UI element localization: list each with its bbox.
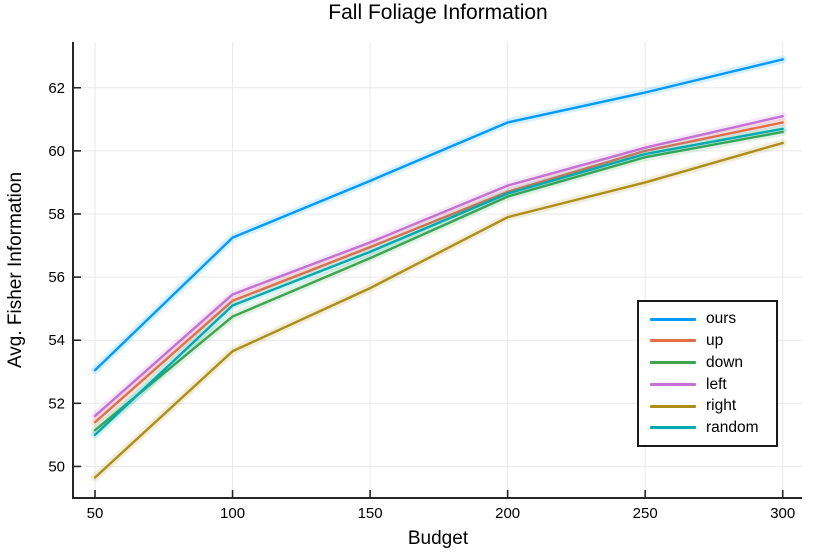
x-tick-label: 200 bbox=[495, 505, 520, 522]
legend-swatch-up bbox=[650, 339, 696, 343]
x-axis-label: Budget bbox=[407, 528, 469, 549]
legend: ours up down left right random bbox=[637, 300, 778, 447]
legend-label-down: down bbox=[706, 353, 744, 371]
legend-label-left: left bbox=[706, 375, 727, 393]
y-tick-label: 56 bbox=[48, 269, 65, 286]
series-line-down bbox=[93, 130, 784, 432]
y-tick-label: 52 bbox=[48, 395, 65, 412]
y-tick-label: 58 bbox=[48, 206, 65, 223]
x-tick-label: 100 bbox=[220, 505, 245, 522]
legend-swatch-right bbox=[650, 404, 696, 408]
legend-item-ours: ours bbox=[650, 311, 772, 327]
legend-swatch-left bbox=[650, 382, 696, 386]
legend-item-random: random bbox=[650, 420, 772, 436]
legend-label-up: up bbox=[706, 332, 724, 350]
x-tick-label: 250 bbox=[633, 505, 658, 522]
chart-title: Fall Foliage Information bbox=[328, 1, 548, 24]
y-tick-label: 60 bbox=[48, 143, 65, 160]
legend-swatch-random bbox=[650, 426, 696, 430]
x-tick-label: 300 bbox=[770, 505, 795, 522]
legend-swatch-down bbox=[650, 361, 696, 365]
legend-item-up: up bbox=[650, 333, 772, 349]
legend-label-right: right bbox=[706, 397, 737, 415]
x-tick-label: 50 bbox=[87, 505, 104, 522]
series-line-up bbox=[93, 121, 784, 424]
y-tick-label: 62 bbox=[48, 80, 65, 97]
legend-item-left: left bbox=[650, 377, 772, 393]
legend-swatch-ours bbox=[650, 317, 696, 321]
legend-label-random: random bbox=[706, 419, 759, 437]
series-line-ours bbox=[93, 58, 784, 372]
series-line-left bbox=[93, 114, 784, 418]
series-line-right bbox=[93, 141, 784, 479]
legend-item-right: right bbox=[650, 398, 772, 414]
legend-item-down: down bbox=[650, 355, 772, 371]
legend-label-ours: ours bbox=[706, 310, 737, 328]
x-tick-label: 150 bbox=[358, 505, 383, 522]
series-line-random bbox=[93, 127, 784, 437]
y-tick-label: 50 bbox=[48, 458, 65, 475]
y-tick-label: 54 bbox=[48, 332, 65, 349]
